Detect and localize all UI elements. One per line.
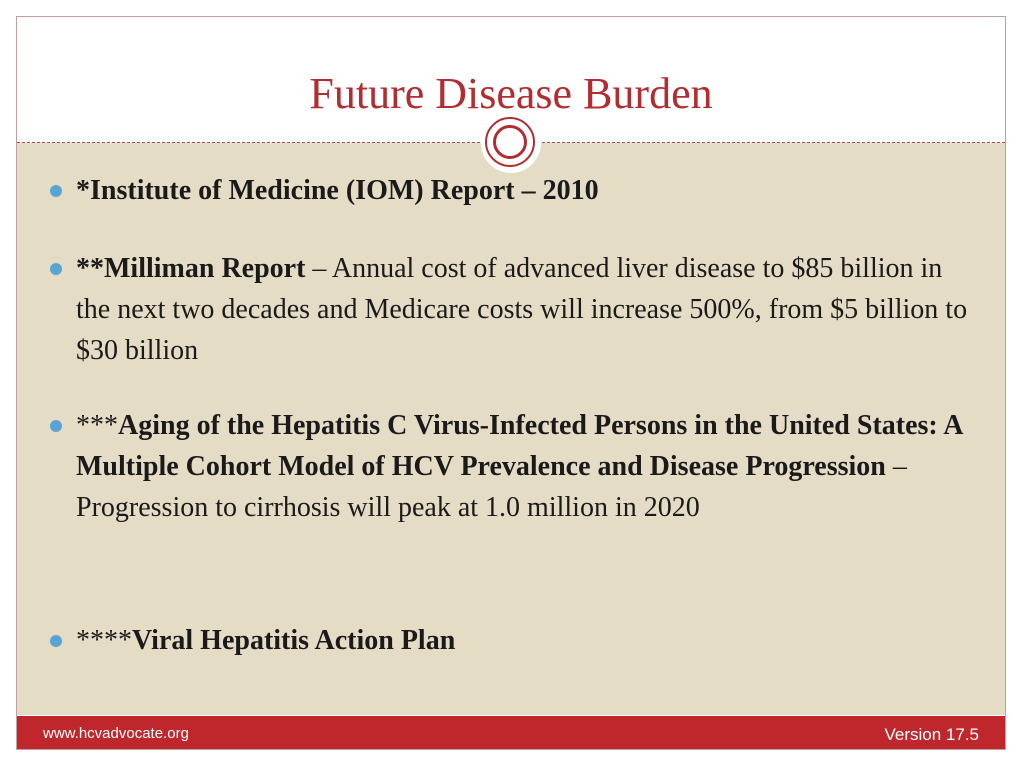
ornament-inner-ring xyxy=(493,125,527,159)
footer-version: Version 17.5 xyxy=(884,725,979,744)
footer-bar: www.hcvadvocate.org Version 17.5 xyxy=(17,716,1005,749)
bullet-dot-icon xyxy=(50,420,62,432)
circle-ornament-icon xyxy=(481,113,541,173)
bullet-text: *Institute of Medicine (IOM) Report – 20… xyxy=(76,170,976,211)
bullet-bold-text: **Milliman Report xyxy=(76,253,306,284)
bullet-dot-icon xyxy=(50,635,62,647)
bullet-bold-text: *Institute of Medicine (IOM) Report – 20… xyxy=(76,175,599,206)
bullet-rest-text: – Progression to cirrhosis will peak at … xyxy=(76,451,907,523)
bullet-text: ***Aging of the Hepatitis C Virus-Infect… xyxy=(76,405,976,528)
slide-title: Future Disease Burden xyxy=(309,69,713,118)
bullet-text: ****Viral Hepatitis Action Plan xyxy=(76,620,976,661)
bullet-dot-icon xyxy=(50,185,62,197)
bullet-text: **Milliman Report – Annual cost of advan… xyxy=(76,248,976,371)
content-area xyxy=(17,143,1005,715)
bullet-prefix: *** xyxy=(76,410,118,441)
bullet-bold-text: Aging of the Hepatitis C Virus-Infected … xyxy=(76,410,962,482)
footer-url: www.hcvadvocate.org xyxy=(43,725,189,742)
bullet-rest-text: – Annual cost of advanced liver disease … xyxy=(76,253,968,366)
bullet-bold-text: Viral Hepatitis Action Plan xyxy=(132,625,456,656)
bullet-prefix: **** xyxy=(76,625,132,656)
bullet-dot-icon xyxy=(50,263,62,275)
